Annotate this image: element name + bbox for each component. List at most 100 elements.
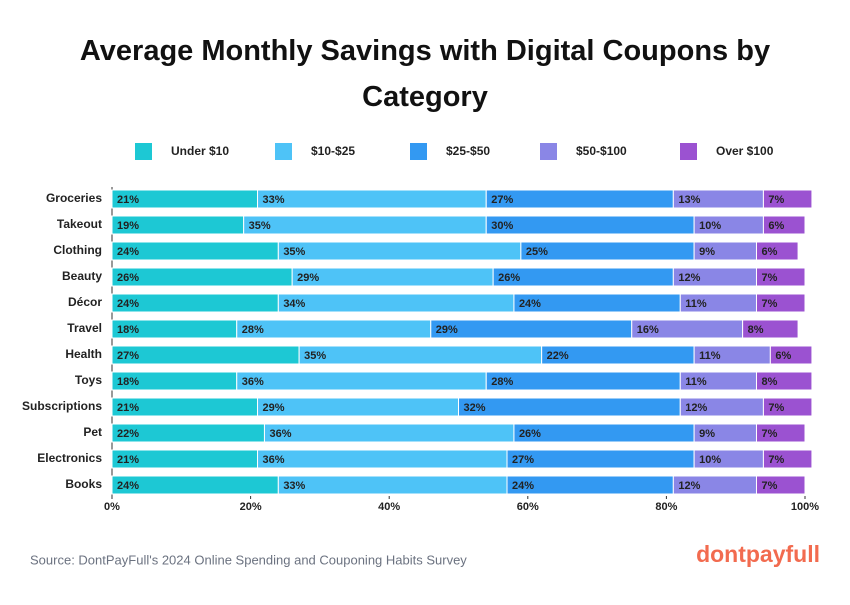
value-label: 13% [678,194,700,206]
value-label: 18% [117,324,139,336]
bar-segment [257,189,487,209]
x-tick-label: 60% [517,501,539,513]
value-label: 32% [464,402,486,414]
value-label: 19% [117,220,139,232]
value-label: 9% [699,428,715,440]
bar-segment [485,371,681,391]
bar-segment [755,423,806,443]
bar-segment [485,215,695,235]
value-label: 10% [699,220,721,232]
source-note: Source: DontPayFull's 2024 Online Spendi… [30,552,467,567]
bar-segment [263,423,515,443]
value-label: 21% [117,454,139,466]
bar-segment [298,345,543,365]
y-tick-label: Groceries [46,191,102,205]
bar-segment [430,319,633,339]
legend-swatch [410,143,427,160]
value-label: 11% [685,376,707,388]
y-tick-label: Electronics [37,451,102,465]
x-tick-label: 0% [104,501,120,513]
legend-swatch [680,143,697,160]
value-label: 25% [526,246,548,258]
value-label: 12% [685,402,707,414]
value-label: 12% [678,272,700,284]
chart-title: Average Monthly Savings with Digital Cou… [79,35,771,113]
bar-segment [755,293,806,313]
bar-segment [257,397,459,417]
value-label: 24% [519,298,541,310]
value-label: 11% [685,298,707,310]
value-label: 29% [297,272,319,284]
value-label: 29% [436,324,458,336]
value-label: 33% [263,194,285,206]
value-label: 12% [678,480,700,492]
bar-segment [291,267,494,287]
value-label: 33% [283,480,305,492]
y-tick-label: Pet [83,425,102,439]
bar-segment [277,293,515,313]
value-label: 16% [637,324,659,336]
value-label: 7% [761,272,777,284]
value-label: 35% [249,220,271,232]
bar-segment [742,319,799,339]
bar-segment [506,449,695,469]
value-label: 6% [775,350,791,362]
value-label: 28% [491,376,513,388]
value-label: 27% [512,454,534,466]
value-label: 7% [768,454,784,466]
bar-segment [277,475,508,495]
bar-segment [755,371,813,391]
value-label: 10% [699,454,721,466]
x-tick-label: 20% [240,501,262,513]
value-label: 7% [761,428,777,440]
bar-segment [485,189,674,209]
value-label: 24% [512,480,534,492]
x-tick-label: 40% [378,501,400,513]
y-tick-label: Beauty [62,269,102,283]
bar-segment [762,215,806,235]
value-label: 26% [117,272,139,284]
value-label: 35% [304,350,326,362]
value-label: 27% [491,194,513,206]
value-label: 6% [761,246,777,258]
value-label: 34% [283,298,305,310]
value-label: 36% [242,376,264,388]
value-label: 24% [117,246,139,258]
legend-label: Under $10 [171,144,229,158]
y-tick-label: Subscriptions [22,399,102,413]
y-tick-label: Health [65,347,102,361]
value-label: 26% [498,272,520,284]
y-tick-label: Books [65,477,102,491]
value-label: 11% [699,350,721,362]
bar-segment [762,449,813,469]
bar-segment [243,215,487,235]
legend-swatch [540,143,557,160]
value-label: 35% [283,246,305,258]
value-label: 36% [269,428,291,440]
y-tick-label: Décor [68,295,102,309]
value-label: 30% [491,220,513,232]
legend-swatch [135,143,152,160]
bar-segment [257,449,508,469]
value-label: 21% [117,194,139,206]
value-label: 7% [761,298,777,310]
value-label: 24% [117,480,139,492]
bar-segment [458,397,681,417]
y-tick-label: Toys [75,373,102,387]
bar-segment [755,267,806,287]
value-label: 28% [242,324,264,336]
value-label: 8% [761,376,777,388]
y-tick-label: Takeout [57,217,102,231]
bar-segment [755,475,806,495]
value-label: 26% [519,428,541,440]
bar-segment [111,345,300,365]
legend-label: Over $100 [716,144,774,158]
bar-segment [762,189,813,209]
value-label: 9% [699,246,715,258]
x-tick-label: 100% [791,501,819,513]
bar-segment [277,241,522,261]
bar-segment [755,241,799,261]
logo: dontpayfull [696,541,820,567]
value-label: 7% [768,402,784,414]
